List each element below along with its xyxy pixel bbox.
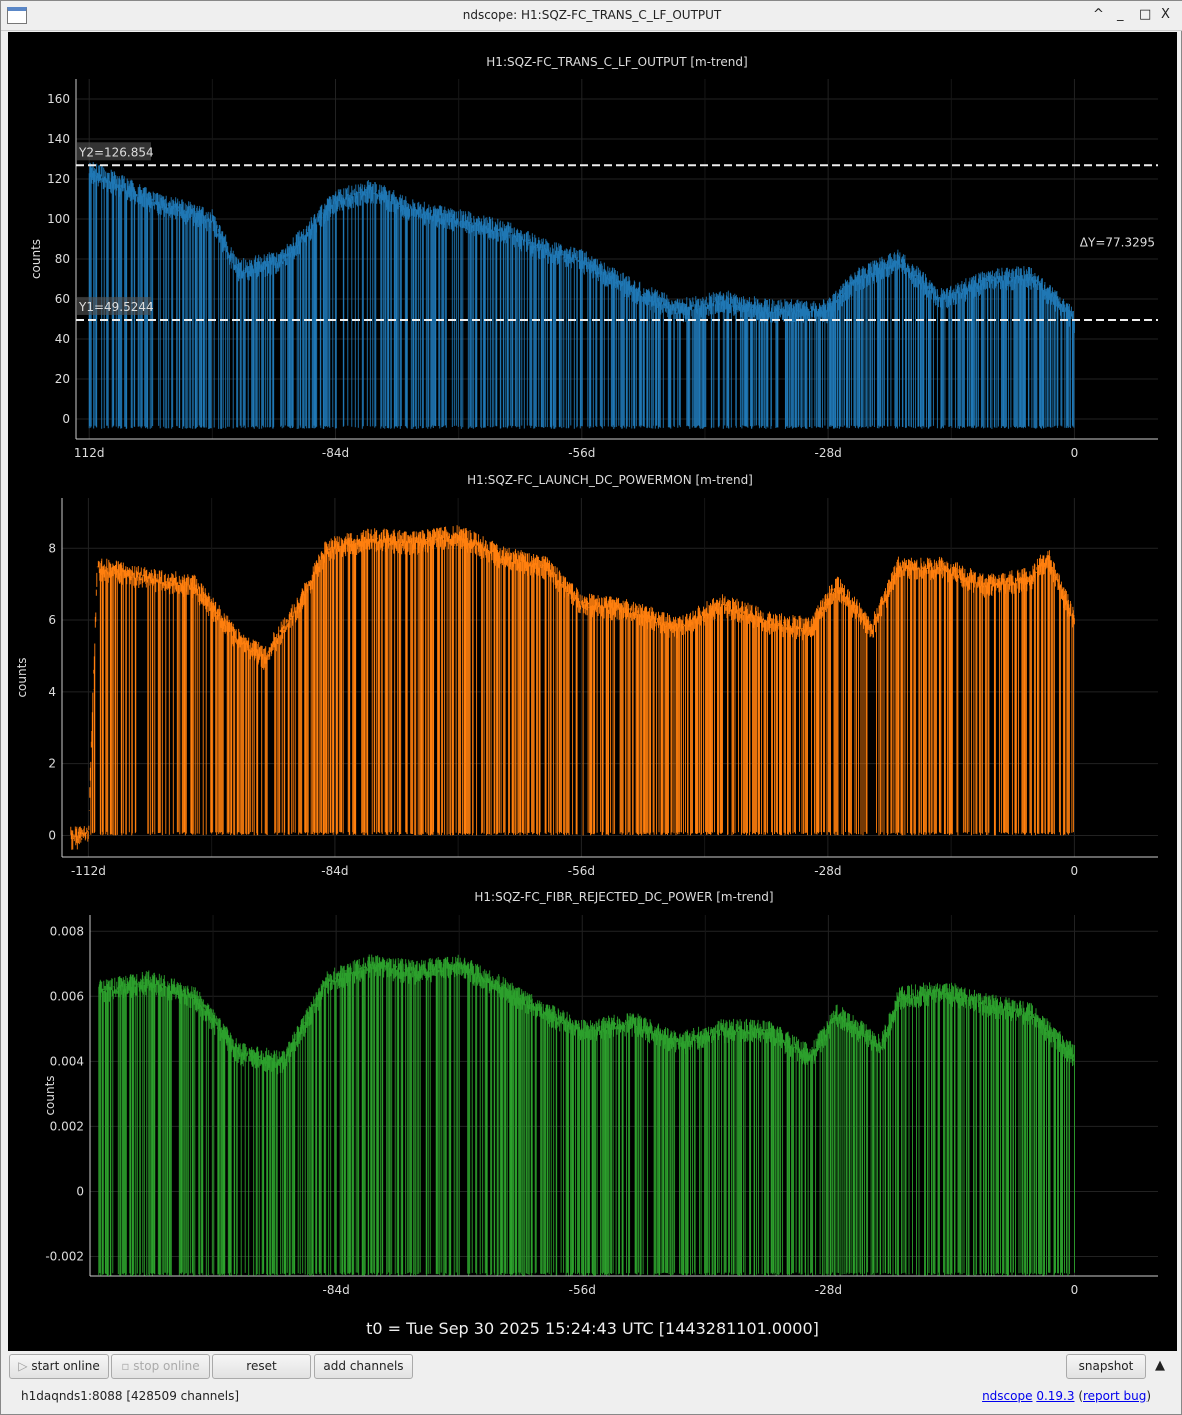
y-tick-label: 20 bbox=[55, 372, 70, 386]
y-tick-label: 140 bbox=[47, 132, 70, 146]
y-tick-label: 0.008 bbox=[50, 924, 84, 938]
snapshot-button[interactable]: snapshot bbox=[1066, 1354, 1146, 1379]
version-link[interactable]: 0.19.3 bbox=[1036, 1389, 1075, 1403]
cursor-y1-label: Y1=49.5244 bbox=[78, 300, 154, 314]
app-icon bbox=[7, 7, 27, 24]
x-tick-label: -56d bbox=[568, 446, 595, 460]
x-tick-label: 0 bbox=[1071, 446, 1079, 460]
y-tick-label: 2 bbox=[48, 757, 56, 771]
y-tick-label: 0 bbox=[48, 828, 56, 842]
x-tick-label: -28d bbox=[814, 864, 841, 878]
x-tick-label: -84d bbox=[321, 864, 348, 878]
report-bug-link[interactable]: report bug bbox=[1083, 1389, 1147, 1403]
y-tick-label: 0.004 bbox=[50, 1054, 84, 1068]
window-title: ndscope: H1:SQZ-FC_TRANS_C_LF_OUTPUT bbox=[462, 8, 722, 22]
add-channels-button[interactable]: add channels bbox=[314, 1354, 413, 1379]
x-tick-label: -84d bbox=[323, 1283, 350, 1297]
y-tick-label: 120 bbox=[47, 172, 70, 186]
reset-button[interactable]: reset bbox=[212, 1354, 311, 1379]
plot-title: H1:SQZ-FC_TRANS_C_LF_OUTPUT [m-trend] bbox=[486, 55, 747, 69]
plot-title: H1:SQZ-FC_LAUNCH_DC_POWERMON [m-trend] bbox=[467, 473, 753, 487]
cursor-label-bg bbox=[77, 142, 151, 161]
cursor-label-bg bbox=[77, 296, 151, 315]
y-tick-label: 160 bbox=[47, 92, 70, 106]
x-tick-label: -28d bbox=[815, 446, 842, 460]
y-axis-label: counts bbox=[15, 657, 29, 697]
close-button[interactable]: X bbox=[1161, 7, 1170, 22]
x-tick-label: -56d bbox=[569, 1283, 596, 1297]
y-tick-label: 0.002 bbox=[50, 1119, 84, 1133]
plot-title: H1:SQZ-FC_FIBR_REJECTED_DC_POWER [m-tren… bbox=[474, 890, 773, 904]
trace-line-2 bbox=[70, 525, 1075, 850]
y-tick-label: 8 bbox=[48, 541, 56, 555]
x-tick-label: -28d bbox=[815, 1283, 842, 1297]
version-links: ndscope 0.19.3 (report bug) bbox=[982, 1389, 1151, 1403]
y-tick-label: 100 bbox=[47, 212, 70, 226]
y-tick-label: 80 bbox=[55, 252, 70, 266]
stop-online-button: ▫ stop online bbox=[111, 1354, 210, 1379]
y-tick-label: 0 bbox=[62, 412, 70, 426]
server-status: h1daqnds1:8088 [428509 channels] bbox=[21, 1389, 240, 1403]
y-tick-label: 60 bbox=[55, 292, 70, 306]
x-tick-label: 112d bbox=[74, 446, 105, 460]
play-icon: ▷ bbox=[18, 1359, 32, 1373]
y-axis-label: counts bbox=[43, 1075, 57, 1115]
y-tick-label: 40 bbox=[55, 332, 70, 346]
x-tick-label: -84d bbox=[322, 446, 349, 460]
y-tick-label: 0.006 bbox=[50, 989, 84, 1003]
trace-line-3 bbox=[98, 954, 1075, 1276]
collapse-toggle[interactable]: ▲ bbox=[1155, 1358, 1165, 1373]
y-axis-label: counts bbox=[29, 239, 43, 279]
t0-label: t0 = Tue Sep 30 2025 15:24:43 UTC [14432… bbox=[366, 1319, 819, 1338]
y-tick-label: 6 bbox=[48, 613, 56, 627]
minimize-button[interactable]: _ bbox=[1117, 7, 1124, 22]
x-tick-label: -112d bbox=[71, 864, 106, 878]
x-tick-label: 0 bbox=[1071, 1283, 1079, 1297]
ndscope-link[interactable]: ndscope bbox=[982, 1389, 1033, 1403]
title-bar: ndscope: H1:SQZ-FC_TRANS_C_LF_OUTPUT ^ _… bbox=[1, 1, 1182, 31]
maximize-button[interactable]: □ bbox=[1139, 7, 1152, 22]
start-online-label: start online bbox=[31, 1359, 100, 1373]
x-tick-label: 0 bbox=[1071, 864, 1079, 878]
stop-icon: ▫ bbox=[121, 1359, 134, 1373]
plot-area[interactable]: 160 140 120 100 80 60 40 20 0 112d -84d -56d -28d 0 H1… bbox=[8, 32, 1177, 1351]
cursor-y2-label: Y2=126.854 bbox=[78, 145, 154, 159]
y-tick-label: -0.002 bbox=[45, 1249, 84, 1263]
shade-button[interactable]: ^ bbox=[1093, 7, 1104, 22]
y-tick-label: 4 bbox=[48, 685, 56, 699]
x-tick-label: -56d bbox=[568, 864, 595, 878]
y-tick-label: 0 bbox=[76, 1184, 84, 1198]
start-online-button[interactable]: ▷ start online bbox=[9, 1354, 109, 1379]
cursor-delta-label: ΔY=77.3295 bbox=[1080, 236, 1155, 250]
stop-online-label: stop online bbox=[133, 1359, 200, 1373]
